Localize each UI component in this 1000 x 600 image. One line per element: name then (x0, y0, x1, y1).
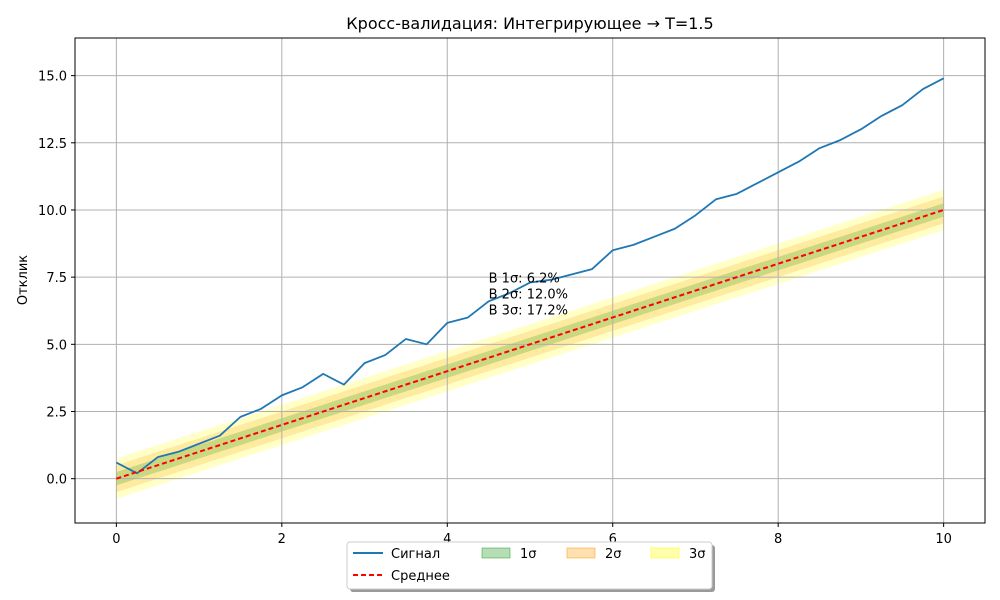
y-tick-label: 15.0 (38, 70, 67, 85)
y-tick-label: 12.5 (38, 137, 67, 152)
series-lines (115, 77, 945, 480)
x-tick-label: 2 (278, 532, 286, 547)
legend: Сигнал Среднее 1σ 2σ 3σ (346, 541, 715, 592)
annotation-block: В 1σ: 6.2%В 2σ: 12.0%В 3σ: 17.2% (489, 272, 568, 319)
legend-label: 1σ (520, 547, 537, 562)
x-tick-label: 0 (112, 532, 120, 547)
chart-title: Кросс-валидация: Интегрирующее → T=1.5 (346, 14, 713, 33)
y-tick-label: 7.5 (46, 271, 67, 286)
y-tick-label: 2.5 (46, 405, 67, 420)
legend-box (346, 541, 713, 590)
series-line-signal (115, 77, 945, 475)
axes-frame (74, 37, 986, 524)
x-axis-ticks: 0 2 4 6 8 10 (112, 523, 952, 547)
y-tick-label: 0.0 (46, 473, 67, 488)
annotation-line: В 3σ: 17.2% (489, 304, 568, 319)
annotation-line: В 2σ: 12.0% (489, 288, 568, 303)
y-axis-ticks: 0.0 2.5 5.0 7.5 10.0 12.5 15.0 (38, 70, 75, 488)
legend-label: 2σ (605, 547, 622, 562)
x-tick-label: 6 (609, 532, 617, 547)
grid-lines (75, 38, 985, 523)
legend-swatch (481, 547, 511, 559)
y-tick-label: 10.0 (38, 204, 67, 219)
x-tick-label: 8 (774, 532, 782, 547)
legend-label: 3σ (689, 547, 706, 562)
x-tick-label: 10 (935, 532, 952, 547)
legend-label: Среднее (391, 569, 450, 584)
legend-swatch (650, 547, 680, 559)
x-tick-label: 4 (443, 532, 451, 547)
legend-label: Сигнал (391, 547, 440, 562)
y-tick-label: 5.0 (46, 338, 67, 353)
legend-swatch (566, 547, 596, 559)
series-line-mean (116, 209, 944, 480)
annotation-line: В 1σ: 6.2% (489, 272, 560, 287)
y-axis-label: Отклик (16, 255, 31, 305)
